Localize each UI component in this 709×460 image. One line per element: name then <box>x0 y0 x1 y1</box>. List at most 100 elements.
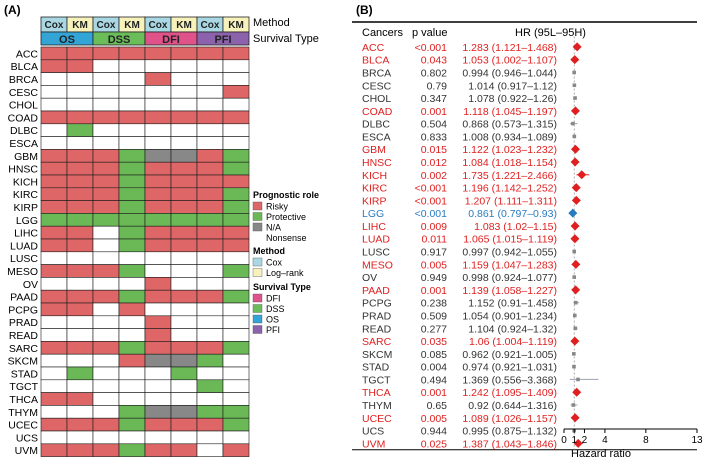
heatmap-cell <box>196 328 224 342</box>
heatmap-cell <box>222 149 250 163</box>
row-cancer: CHOL <box>362 93 391 105</box>
row-pvalue: 0.833 <box>421 131 447 143</box>
heatmap-cell <box>118 225 146 240</box>
heatmap-cell <box>222 264 250 278</box>
heatmap-cell <box>92 136 120 150</box>
row-hr-text: 0.994 (0.946–1.044) <box>462 67 557 79</box>
heatmap-cell <box>222 379 250 393</box>
heatmap-cell <box>144 405 172 419</box>
heatmap-cell <box>170 85 198 99</box>
heatmap-cell <box>92 289 120 304</box>
heatmap-cell <box>196 136 224 150</box>
hr-marker <box>573 438 583 448</box>
row-pvalue: 0.001 <box>421 387 447 399</box>
header-pvalue: p value <box>412 27 447 39</box>
heatmap-cell <box>196 174 224 189</box>
heatmap-cell <box>92 315 120 329</box>
heatmap-cell <box>222 289 250 304</box>
heatmap-cell <box>222 85 250 99</box>
hr-marker <box>572 364 576 369</box>
heatmap-cell <box>196 251 224 265</box>
heatmap-cell <box>170 302 198 317</box>
heatmap-cell <box>144 392 172 406</box>
heatmap-cell <box>92 251 120 265</box>
heatmap-cell <box>66 277 94 291</box>
heatmap-cell <box>170 161 198 176</box>
x-axis-title: Hazard ratio <box>571 448 631 460</box>
heatmap-cell <box>40 213 68 227</box>
heatmap-cell <box>118 341 146 355</box>
row-hr-text: 1.083 (1.02–1.15) <box>474 221 557 233</box>
hr-marker <box>571 183 581 193</box>
heatmap-cell <box>222 161 250 176</box>
row-cancer: KIRP <box>362 195 387 207</box>
heatmap-cell <box>118 72 146 86</box>
legend-swatch <box>252 314 263 324</box>
legend-swatch <box>252 212 263 221</box>
heatmap-cell <box>66 328 94 342</box>
row-pvalue: 0.005 <box>421 413 447 425</box>
heatmap-cell <box>170 353 198 368</box>
heatmap-cell <box>144 264 172 278</box>
heatmap-cell <box>118 302 146 317</box>
heatmap-cell <box>196 392 224 406</box>
heatmap-cell <box>118 200 146 214</box>
heatmap-cell <box>144 59 172 73</box>
heatmap-cell <box>170 430 198 445</box>
hr-marker <box>577 170 587 180</box>
heatmap-cell <box>222 46 250 61</box>
heatmap-cell <box>222 238 250 253</box>
row-hr-text: 1.283 (1.121–1.468) <box>462 42 557 54</box>
heatmap-cell <box>118 443 146 457</box>
row-pvalue: 0.001 <box>421 106 447 118</box>
row-hr-text: 1.387 (1.043–1.846) <box>462 438 557 450</box>
heatmap-cell <box>144 136 172 150</box>
heatmap-cell <box>196 161 224 176</box>
row-label: OV <box>23 279 38 291</box>
heatmap-cell <box>92 366 120 381</box>
heatmap-cell <box>144 123 172 137</box>
heatmap-cell <box>196 264 224 278</box>
heatmap-cell <box>170 46 198 61</box>
heatmap-cell <box>40 136 68 150</box>
row-hr-text: 0.997 (0.942–1.055) <box>462 247 557 259</box>
row-pvalue: 0.035 <box>421 336 447 348</box>
row-cancer: LUAD <box>362 234 390 246</box>
row-hr-text: 0.998 (0.924–1.077) <box>462 272 557 284</box>
heatmap-cell <box>170 328 198 342</box>
legend-label: PFI <box>266 325 280 335</box>
hr-marker <box>570 221 580 231</box>
heatmap-cell <box>196 417 224 432</box>
heatmap-cell <box>40 405 68 419</box>
heatmap-cell <box>222 174 250 189</box>
heatmap-cell <box>118 289 146 304</box>
row-pvalue: 0.012 <box>421 157 447 169</box>
heatmap-cell <box>92 264 120 278</box>
heatmap-cell <box>118 392 146 406</box>
heatmap-cell <box>144 187 172 201</box>
heatmap-cell <box>66 430 94 445</box>
row-cancer: KIRC <box>362 183 388 195</box>
heatmap-cell <box>40 430 68 445</box>
row-label: CHOL <box>9 100 38 112</box>
heatmap-cell <box>222 392 250 406</box>
heatmap-cell <box>66 149 94 163</box>
row-cancer: PAAD <box>362 285 390 297</box>
row-cancer: LIHC <box>362 221 386 233</box>
heatmap-cell <box>170 315 198 329</box>
row-label: KIRC <box>13 189 39 201</box>
heatmap-cell <box>66 123 94 137</box>
heatmap-cell <box>40 379 68 393</box>
legend-title: Prognostic role <box>253 190 319 200</box>
row-label: THYM <box>8 407 38 419</box>
row-hr-text: 1.084 (1.018–1.154) <box>462 157 557 169</box>
heatmap-cell <box>66 417 94 432</box>
heatmap-cell <box>92 46 120 61</box>
heatmap-cell <box>66 289 94 304</box>
row-cancer: THYM <box>362 400 392 412</box>
legend-swatch <box>252 222 263 232</box>
row-hr-text: 1.053 (1.002–1.107) <box>462 55 557 67</box>
legend-label: N/A <box>266 223 281 233</box>
row-pvalue: 0.949 <box>421 272 447 284</box>
heatmap-cell <box>92 187 120 201</box>
